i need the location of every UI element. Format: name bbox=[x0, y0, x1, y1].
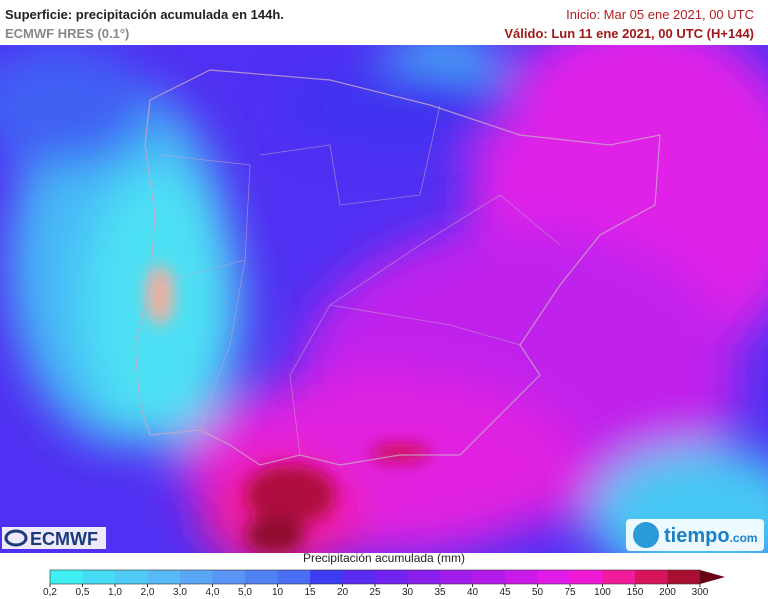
colorbar-tick-label: 1,0 bbox=[108, 587, 122, 598]
title: Superficie: precipitación acumulada en 1… bbox=[5, 7, 284, 22]
colorbar-bin bbox=[277, 570, 311, 584]
colorbar-tick-label: 45 bbox=[499, 587, 511, 598]
colorbar-bin bbox=[147, 570, 181, 584]
init-time: Inicio: Mar 05 ene 2021, 00 UTC bbox=[566, 7, 754, 22]
tiempo-text: tiempo.com bbox=[664, 525, 758, 547]
colorbar-bin bbox=[342, 570, 376, 584]
colorbar-tick-label: 4,0 bbox=[206, 587, 220, 598]
colorbar-bin bbox=[310, 570, 343, 584]
colorbar-bin bbox=[245, 570, 278, 584]
colorbar-tick-label: 3,0 bbox=[173, 587, 187, 598]
colorbar-tick-label: 25 bbox=[369, 587, 381, 598]
model: ECMWF HRES (0.1°) bbox=[5, 26, 130, 41]
colorbar-tick-label: 0,5 bbox=[76, 587, 90, 598]
colorbar-bin bbox=[505, 570, 538, 584]
colorbar: Precipitación acumulada (mm) 0,2 0,5 1,0 2,… bbox=[43, 553, 725, 598]
tiempo-name: tiempo bbox=[664, 525, 730, 547]
colorbar-tick-label: 300 bbox=[692, 587, 709, 598]
colorbar-bin bbox=[635, 570, 668, 584]
colorbar-bin bbox=[407, 570, 441, 584]
colorbar-arrow bbox=[700, 570, 725, 584]
colorbar-bin bbox=[180, 570, 213, 584]
colorbar-tick-label: 40 bbox=[467, 587, 479, 598]
colorbar-bin bbox=[602, 570, 636, 584]
colorbar-tick-label: 35 bbox=[434, 587, 446, 598]
colorbar-tick-label: 0,2 bbox=[43, 587, 57, 598]
colorbar-bin bbox=[440, 570, 473, 584]
colorbar-tick-label: 2,0 bbox=[141, 587, 155, 598]
colorbar-bin bbox=[570, 570, 603, 584]
tiempo-logo: tiempo.com bbox=[626, 519, 764, 551]
colorbar-title: Precipitación acumulada (mm) bbox=[303, 553, 465, 565]
colorbar-bin bbox=[667, 570, 701, 584]
colorbar-bin bbox=[375, 570, 408, 584]
colorbar-tick-label: 100 bbox=[594, 587, 611, 598]
colorbar-tick-label: 5,0 bbox=[238, 587, 252, 598]
colorbar-tick-label: 15 bbox=[304, 587, 316, 598]
colorbar-tick-label: 20 bbox=[337, 587, 349, 598]
colorbar-bin bbox=[115, 570, 148, 584]
colorbar-tick-label: 150 bbox=[627, 587, 644, 598]
ecmwf-logo: ECMWF bbox=[2, 527, 106, 549]
valid-time: Válido: Lun 11 ene 2021, 00 UTC (H+144) bbox=[504, 26, 754, 41]
colorbar-bin bbox=[50, 570, 83, 584]
ecmwf-text: ECMWF bbox=[30, 529, 98, 549]
map: ECMWF tiempo.com bbox=[0, 45, 768, 553]
colorbar-bin bbox=[472, 570, 506, 584]
colorbar-tick-label: 75 bbox=[564, 587, 576, 598]
colorbar-bin bbox=[537, 570, 571, 584]
colorbar-tick-label: 200 bbox=[659, 587, 676, 598]
colorbar-tick-label: 10 bbox=[272, 587, 284, 598]
colorbar-tick-label: 50 bbox=[532, 587, 544, 598]
tiempo-suffix: .com bbox=[730, 531, 758, 545]
colorbar-tick-label: 30 bbox=[402, 587, 414, 598]
colorbar-bin bbox=[212, 570, 246, 584]
colorbar-bin bbox=[82, 570, 116, 584]
